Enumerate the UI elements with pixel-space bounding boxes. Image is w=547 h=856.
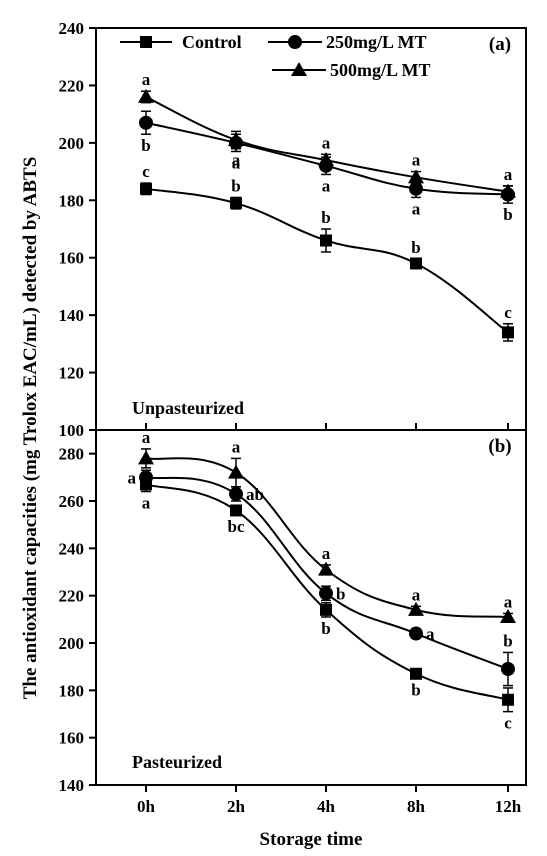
panel-b-frame <box>95 429 527 786</box>
data-point-b-square-3 <box>410 667 422 680</box>
data-point-b-square-4 <box>502 693 514 706</box>
data-point-b-circle-3 <box>409 626 423 641</box>
data-point-a-square-2 <box>320 234 332 247</box>
data-point-a-square-1 <box>230 197 242 210</box>
sig-letter-a-circle-2: a <box>322 176 331 195</box>
y-tick-label-b-260: 260 <box>59 492 85 511</box>
axes-layer: 100 120 140 160 180 200 220 240 140 160 180 200 220 2… <box>59 19 522 816</box>
sig-letter-a-circle-0: b <box>141 136 150 155</box>
sig-letter-b-triangle-4: a <box>504 592 513 611</box>
x-tick-label-4h: 4h <box>317 797 336 816</box>
data-point-a-triangle-3 <box>408 169 424 184</box>
legend-250-marker <box>288 35 302 49</box>
sig-letter-b-triangle-3: a <box>412 585 421 604</box>
sig-letter-b-triangle-0: a <box>142 428 151 447</box>
panel-b-label: (b) <box>488 436 511 457</box>
y-tick-label-a-220: 220 <box>59 76 85 95</box>
y-tick-label-a-160: 160 <box>59 249 85 268</box>
sig-letter-a-circle-4: b <box>503 205 512 224</box>
data-point-b-square-1 <box>230 504 242 517</box>
data-point-a-square-4 <box>502 326 514 339</box>
sig-letter-a-triangle-4: a <box>504 165 513 184</box>
legend-control-marker <box>140 36 152 48</box>
y-tick-label-a-240: 240 <box>59 19 85 38</box>
data-point-b-square-2 <box>320 603 332 616</box>
data-point-b-triangle-1 <box>228 464 244 479</box>
data-point-b-triangle-3 <box>408 601 424 616</box>
data-point-a-triangle-4 <box>500 183 516 198</box>
data-point-a-square-0 <box>140 182 152 195</box>
sig-letter-a-triangle-1: a <box>232 151 241 170</box>
sig-letter-a-circle-1: a <box>232 153 241 172</box>
y-tick-label-b-180: 180 <box>59 681 85 700</box>
data-point-b-triangle-0 <box>138 450 154 465</box>
sig-letter-b-square-4: c <box>504 714 512 733</box>
data-point-a-triangle-0 <box>138 88 154 103</box>
legend-500-marker <box>291 62 307 76</box>
data-point-b-circle-2 <box>319 586 333 601</box>
sig-letter-b-triangle-2: a <box>322 544 331 563</box>
y-tick-label-a-140: 140 <box>59 306 85 325</box>
legend-500-label: 500mg/L MT <box>330 60 431 80</box>
sig-letter-a-square-1: b <box>231 176 240 195</box>
sig-letter-b-circle-0: a <box>128 468 137 487</box>
sig-letter-b-circle-2: b <box>336 584 345 603</box>
y-tick-label-b-200: 200 <box>59 634 85 653</box>
sig-letter-b-circle-3: a <box>426 625 435 644</box>
sig-letter-b-square-0: a <box>142 494 151 513</box>
legend-control-label: Control <box>182 32 242 52</box>
sig-letter-a-square-3: b <box>411 238 420 257</box>
sig-letter-a-square-4: c <box>504 303 512 322</box>
y-tick-label-b-140: 140 <box>59 776 85 795</box>
legend: Control 250mg/L MT 500mg/L MT <box>120 32 431 80</box>
data-point-b-circle-1 <box>229 486 243 501</box>
data-point-b-circle-0 <box>139 470 153 485</box>
x-tick-label-0h: 0h <box>137 797 156 816</box>
sig-letter-a-square-2: b <box>321 208 330 227</box>
y-tick-label-b-160: 160 <box>59 729 85 748</box>
sig-letter-a-circle-3: a <box>412 199 421 218</box>
data-point-a-triangle-1 <box>228 131 244 146</box>
y-tick-label-b-220: 220 <box>59 587 85 606</box>
x-tick-label-12h: 12h <box>495 797 522 816</box>
data-point-b-triangle-4 <box>500 608 516 623</box>
x-tick-label-8h: 8h <box>407 797 426 816</box>
sig-letter-a-triangle-0: a <box>142 70 151 89</box>
series-layer <box>138 88 516 713</box>
panel-b-note: Pasteurized <box>132 752 222 772</box>
y-tick-label-b-280: 280 <box>59 445 85 464</box>
data-point-a-square-3 <box>410 257 422 270</box>
x-tick-label-2h: 2h <box>227 797 246 816</box>
y-axis-title: The antioxidant capacities (mg Trolox EA… <box>20 157 41 700</box>
sig-letter-b-square-2: b <box>321 619 330 638</box>
data-point-b-circle-4 <box>501 662 515 677</box>
legend-250-label: 250mg/L MT <box>326 32 427 52</box>
panel-a-note: Unpasteurized <box>132 398 244 418</box>
sig-letter-b-circle-4: b <box>503 631 512 650</box>
panel-a-frame <box>95 27 527 431</box>
sig-letter-a-triangle-2: a <box>322 133 331 152</box>
y-tick-label-b-240: 240 <box>59 539 85 558</box>
y-tick-label-a-200: 200 <box>59 134 85 153</box>
data-point-a-circle-0 <box>139 115 153 130</box>
data-point-b-triangle-2 <box>318 561 334 576</box>
sig-letter-b-triangle-1: a <box>232 437 241 456</box>
panel-a-label: (a) <box>489 34 511 55</box>
sig-letter-b-square-1: bc <box>228 517 245 536</box>
sig-letter-b-square-3: b <box>411 681 420 700</box>
y-tick-label-a-180: 180 <box>59 191 85 210</box>
sig-letter-b-circle-1: ab <box>246 485 264 504</box>
sig-letter-a-square-0: c <box>142 162 150 181</box>
y-tick-label-a-120: 120 <box>59 364 85 383</box>
sig-letter-a-triangle-3: a <box>412 151 421 170</box>
data-point-a-circle-3 <box>409 181 423 196</box>
x-axis-title: Storage time <box>260 829 363 850</box>
data-point-a-triangle-2 <box>318 152 334 167</box>
y-tick-label-a-100: 100 <box>59 421 85 440</box>
